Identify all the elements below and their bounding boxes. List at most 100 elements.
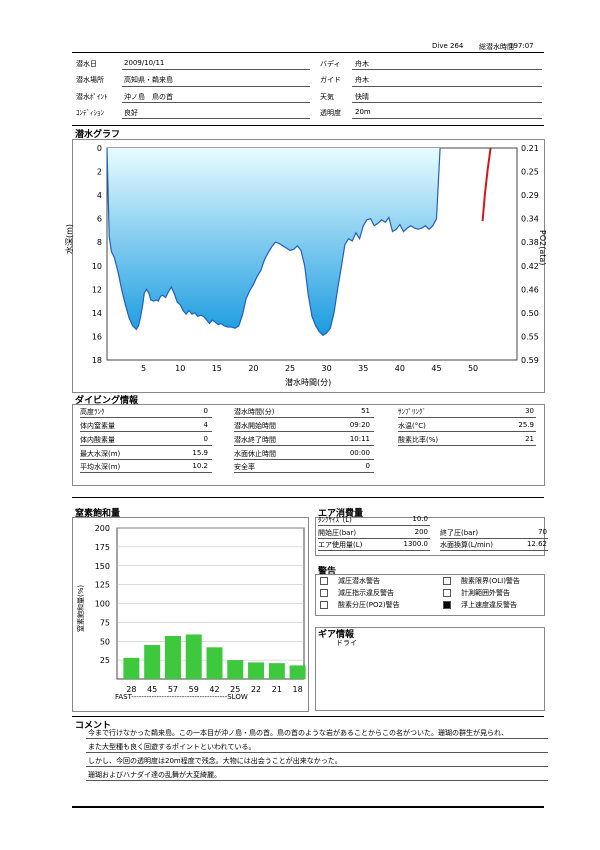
depth-tick-label: 6 [97, 215, 102, 224]
start-value: 09:20 [349, 421, 370, 429]
time-tick-label: 30 [322, 364, 332, 373]
tank-value: 10.0 [412, 515, 428, 523]
nitrogen-title: 窒素飽和量 [75, 509, 121, 519]
warnings-title: 警告 [318, 567, 337, 577]
max-depth-value: 15.9 [192, 449, 208, 457]
po2-tick-label: 0.29 [521, 191, 539, 200]
comment-underline [86, 766, 548, 767]
air-title: エア消費量 [318, 509, 364, 519]
warning-item: 浮上速度違反警告 [443, 600, 517, 610]
nitrogen-tick-label: 125 [95, 581, 110, 590]
end-pressure-value: 70 [538, 528, 547, 536]
guide-label: ガイド [320, 76, 341, 84]
time-tick-label: 35 [358, 364, 368, 373]
underline [80, 445, 212, 446]
nitrogen-bar [227, 660, 244, 679]
nitrogen-tick-label: 100 [95, 600, 110, 609]
safety-label: 安全率 [234, 463, 255, 471]
nitrogen-axis-label: 窒素飽和量(%) [77, 584, 85, 632]
time-tick-label: 25 [285, 364, 295, 373]
underline [352, 102, 542, 103]
dive-info-frame [72, 404, 545, 486]
section-rule [72, 125, 544, 126]
underline [234, 431, 374, 432]
dive-place: 高知県・鵜来島 [124, 76, 173, 84]
nitrogen-tick-label: 175 [95, 543, 110, 552]
nitrogen-bar [206, 647, 223, 679]
condition-label: ｺﾝﾃﾞｨｼｮﾝ [76, 109, 104, 117]
section-rule [72, 497, 544, 498]
nitrogen-bar-label: 45 [147, 685, 157, 694]
end-label: 潜水終了時間 [234, 436, 276, 444]
warning-item: 酸素限界(OLI)警告 [443, 576, 520, 586]
nitrogen-bar-label: 25 [230, 685, 240, 694]
depth-tick-label: 12 [92, 285, 102, 294]
depth-tick-label: 18 [92, 356, 102, 365]
underline [440, 550, 548, 551]
nitrogen-bar [248, 662, 265, 679]
nitrogen-bar [289, 665, 306, 679]
buddy-label: バディ [320, 60, 341, 68]
avg-depth-value: 10.2 [192, 462, 208, 470]
po2-tick-label: 0.38 [521, 238, 539, 247]
depth-line [106, 147, 441, 337]
nitrogen-tick-label: 25 [100, 656, 110, 665]
time-tick-label: 40 [395, 364, 405, 373]
warning-label: 減圧指示違反警告 [338, 589, 394, 597]
checkbox-icon [320, 577, 328, 585]
fast-text: FAST [115, 693, 132, 701]
dive-info-title: ダイビング情報 [75, 396, 139, 406]
bottom-rule [72, 806, 544, 808]
warning-label: 減圧潜水警告 [338, 577, 380, 585]
nitrogen-bar [268, 663, 285, 679]
depth-tick-label: 10 [92, 262, 102, 271]
point-label: 潜水ﾎﾟｲﾝﾄ [76, 93, 108, 101]
guide: 舟木 [355, 76, 369, 84]
n2-label: 体内窒素量 [80, 422, 115, 430]
time-tick-label: 50 [468, 364, 478, 373]
po2-tick-label: 0.59 [521, 356, 539, 365]
comment-underline [86, 738, 548, 739]
underline [234, 417, 374, 418]
underline [318, 550, 430, 551]
end-value: 10:11 [349, 435, 370, 443]
nitrogen-bar [144, 645, 161, 679]
gear-title: ギア情報 [318, 630, 355, 640]
po2-tick-label: 0.25 [521, 168, 539, 177]
underline [318, 525, 430, 526]
comment-line: しかし、今回の透明度は20m程度で残念。大物には出会うことが出来なかった。 [88, 757, 342, 765]
time-tick-label: 20 [248, 364, 258, 373]
sampling-label: ｻﾝﾌﾟﾘﾝｸﾞ [398, 408, 426, 416]
nitrogen-bar-label: 22 [251, 685, 261, 694]
dive-number: Dive 264 [432, 42, 464, 50]
po2-tick-label: 0.21 [521, 144, 539, 153]
checkbox-icon [443, 589, 451, 597]
underline [80, 431, 212, 432]
nitrogen-tick-label: 50 [100, 637, 110, 646]
dive-point: 沖ノ島 鳥の首 [124, 93, 173, 101]
checkbox-icon [320, 601, 328, 609]
weather-label: 天気 [320, 93, 334, 101]
checkbox-icon [443, 577, 451, 585]
air-rate-value: 12.62 [526, 540, 547, 548]
underline [398, 417, 536, 418]
comment-underline [86, 752, 548, 753]
underline [122, 86, 310, 87]
safety-value: 0 [365, 462, 370, 470]
checked-box-icon [443, 601, 451, 609]
depth-tick-label: 4 [97, 191, 102, 200]
nitrogen-bar-label: 21 [272, 685, 282, 694]
air-used-label: エア使用量(L) [318, 541, 363, 549]
time-label: 潜水時間(分) [234, 408, 275, 416]
underline [122, 118, 310, 119]
max-depth-label: 最大水深(m) [80, 450, 121, 458]
po2-tick-label: 0.50 [521, 309, 539, 318]
fast-slow-dashes: -------------------------------------- [131, 693, 228, 701]
dive-date: 2009/10/11 [124, 59, 165, 67]
warnings-frame [315, 574, 545, 616]
sampling-value: 30 [525, 407, 534, 415]
warning-item: 減圧潜水警告 [320, 576, 380, 586]
underline [352, 118, 542, 119]
nitrogen-bar-label: 59 [189, 685, 199, 694]
underline [80, 472, 212, 473]
